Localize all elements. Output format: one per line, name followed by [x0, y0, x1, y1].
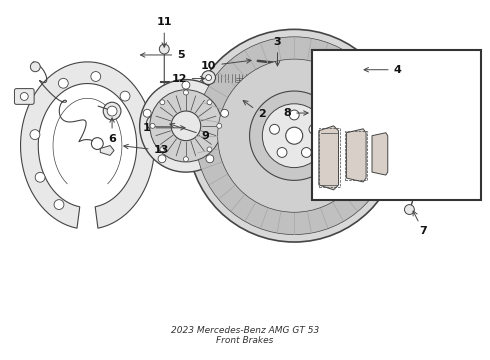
Circle shape	[207, 100, 212, 105]
Circle shape	[143, 109, 151, 117]
Circle shape	[217, 123, 221, 128]
Circle shape	[150, 90, 222, 162]
Text: 5: 5	[141, 50, 185, 60]
FancyBboxPatch shape	[14, 89, 34, 104]
Text: 12: 12	[172, 73, 205, 84]
Text: 2023 Mercedes-Benz AMG GT 53
Front Brakes: 2023 Mercedes-Benz AMG GT 53 Front Brake…	[171, 326, 319, 345]
Circle shape	[30, 62, 40, 72]
Polygon shape	[245, 47, 270, 99]
Circle shape	[234, 93, 246, 104]
Circle shape	[399, 109, 427, 137]
Text: 2: 2	[243, 100, 266, 119]
Text: 6: 6	[108, 118, 116, 144]
Polygon shape	[392, 101, 437, 190]
Circle shape	[220, 109, 229, 117]
Circle shape	[196, 37, 393, 235]
Circle shape	[286, 127, 303, 144]
Circle shape	[360, 62, 376, 78]
Circle shape	[158, 155, 166, 163]
Circle shape	[262, 104, 326, 168]
Circle shape	[161, 106, 171, 116]
Circle shape	[54, 200, 64, 210]
Circle shape	[218, 59, 371, 212]
Circle shape	[159, 44, 169, 54]
FancyBboxPatch shape	[392, 136, 438, 164]
Circle shape	[407, 179, 418, 191]
Circle shape	[301, 148, 311, 157]
Circle shape	[195, 119, 203, 127]
Circle shape	[58, 78, 68, 88]
Polygon shape	[319, 126, 339, 190]
Circle shape	[188, 30, 400, 242]
Circle shape	[160, 147, 165, 152]
Circle shape	[150, 123, 155, 128]
Circle shape	[183, 90, 188, 95]
Circle shape	[406, 167, 421, 183]
Circle shape	[35, 172, 45, 182]
Circle shape	[140, 80, 232, 172]
Circle shape	[182, 81, 190, 89]
Circle shape	[120, 91, 130, 101]
Text: 8: 8	[283, 108, 308, 118]
Circle shape	[277, 148, 287, 157]
Text: 11: 11	[156, 18, 172, 47]
Circle shape	[171, 111, 201, 141]
Circle shape	[206, 155, 214, 163]
Circle shape	[364, 66, 372, 74]
Text: 9: 9	[170, 123, 210, 141]
Circle shape	[21, 93, 28, 100]
Text: 10: 10	[201, 59, 251, 71]
Circle shape	[30, 130, 40, 140]
Circle shape	[207, 147, 212, 152]
Text: 7: 7	[413, 211, 427, 236]
Circle shape	[399, 161, 427, 189]
Circle shape	[91, 72, 101, 81]
Circle shape	[406, 115, 421, 131]
Text: 4: 4	[364, 65, 401, 75]
Polygon shape	[346, 129, 366, 182]
Circle shape	[107, 106, 117, 116]
Circle shape	[206, 75, 212, 81]
Circle shape	[405, 204, 415, 215]
Bar	[319, 128, 340, 187]
Circle shape	[270, 124, 279, 134]
Polygon shape	[372, 133, 388, 175]
Bar	[345, 131, 367, 180]
Circle shape	[309, 124, 319, 134]
Circle shape	[103, 102, 121, 120]
Circle shape	[183, 157, 188, 162]
Polygon shape	[100, 145, 114, 156]
Polygon shape	[21, 62, 154, 228]
Bar	[312, 50, 481, 200]
Text: 13: 13	[124, 144, 169, 156]
Text: 1: 1	[143, 123, 185, 133]
Circle shape	[289, 110, 299, 120]
Circle shape	[147, 116, 160, 130]
Circle shape	[202, 71, 216, 85]
Circle shape	[249, 91, 339, 180]
Text: 3: 3	[274, 37, 281, 66]
Circle shape	[160, 100, 165, 105]
